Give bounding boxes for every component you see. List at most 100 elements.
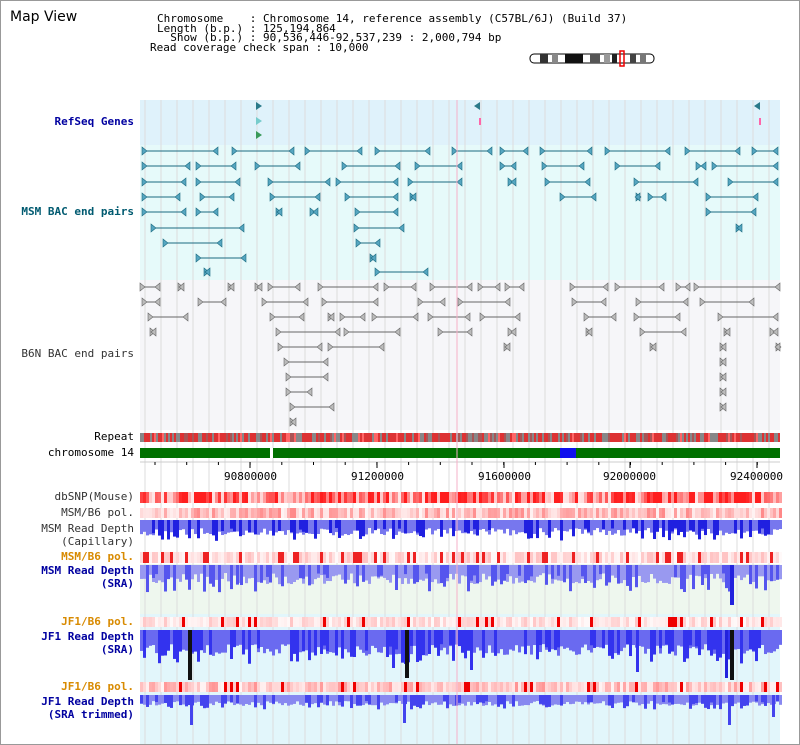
heat-cell xyxy=(428,492,431,503)
label-jf1-depth[interactable]: JF1 Read Depth xyxy=(41,630,134,643)
label-refseq[interactable]: RefSeq Genes xyxy=(54,115,134,128)
depth-bar xyxy=(614,565,617,578)
label-jf1-pol1[interactable]: JF1/B6 pol. xyxy=(61,615,134,628)
heat-cell xyxy=(749,682,752,692)
depth-bar xyxy=(668,565,671,584)
label-b6n-bac[interactable]: B6N BAC end pairs xyxy=(21,347,134,360)
bac-end-marker xyxy=(374,238,381,248)
depth-bar xyxy=(491,520,494,529)
label-msm-pol1[interactable]: MSM/B6 pol. xyxy=(61,506,134,519)
depth-bar xyxy=(308,630,311,661)
heat-cell xyxy=(212,617,215,627)
bac-end-marker xyxy=(457,297,464,307)
label-msm-pol2[interactable]: MSM/B6 pol. xyxy=(61,550,134,563)
depth-bar xyxy=(287,520,290,531)
depth-bar xyxy=(428,565,431,592)
heat-cell xyxy=(332,617,335,627)
heat-cell xyxy=(209,617,212,627)
heat-cell xyxy=(317,492,320,503)
depth-bar xyxy=(779,520,782,530)
repeat-block xyxy=(588,433,590,442)
depth-bar xyxy=(482,565,485,574)
depth-bar xyxy=(683,630,686,662)
heat-cell xyxy=(593,617,596,627)
depth-bar xyxy=(437,565,440,584)
label-msm-depth-cap[interactable]: MSM Read Depth xyxy=(41,522,134,535)
heat-cell xyxy=(215,492,218,503)
heat-cell xyxy=(257,508,260,518)
heat-cell xyxy=(218,617,221,627)
heat-cell xyxy=(203,617,206,627)
repeat-block xyxy=(706,433,708,442)
depth-bar xyxy=(695,695,698,704)
heat-cell xyxy=(356,492,359,503)
depth-bar xyxy=(257,630,260,649)
heat-cell xyxy=(656,617,659,627)
bac-end-marker xyxy=(724,327,731,337)
heat-cell xyxy=(374,552,377,563)
depth-bar xyxy=(521,630,524,647)
heat-cell xyxy=(650,492,653,503)
label-dbsnp[interactable]: dbSNP(Mouse) xyxy=(54,490,134,503)
heat-cell xyxy=(662,617,665,627)
depth-bar xyxy=(338,630,341,648)
coverage-span-info: Read coverage check span : 10,000 xyxy=(150,41,369,54)
heat-cell xyxy=(503,552,506,563)
repeat-block xyxy=(380,433,382,442)
depth-bar xyxy=(647,520,650,529)
heat-cell xyxy=(308,508,311,518)
depth-bar xyxy=(146,695,149,707)
depth-bar xyxy=(593,520,596,531)
repeat-block xyxy=(592,433,594,442)
repeat-block xyxy=(544,433,546,442)
heat-cell xyxy=(698,682,701,692)
heat-cell xyxy=(386,552,389,563)
heat-cell xyxy=(347,682,350,692)
heat-cell xyxy=(245,682,248,692)
heat-cell xyxy=(161,508,164,518)
heat-cell xyxy=(392,508,395,518)
label-jf1-pol2[interactable]: JF1/B6 pol. xyxy=(61,680,134,693)
depth-bar xyxy=(746,630,749,651)
heat-cell xyxy=(626,508,629,518)
depth-bar xyxy=(767,565,770,581)
heat-cell xyxy=(149,552,152,563)
heat-cell xyxy=(764,617,767,627)
heat-cell xyxy=(683,617,686,627)
heat-cell xyxy=(734,492,737,503)
depth-bar xyxy=(677,565,680,578)
heat-cell xyxy=(701,617,704,627)
heat-cell xyxy=(701,552,704,563)
heat-cell xyxy=(497,508,500,518)
heat-cell xyxy=(686,617,689,627)
heat-cell xyxy=(590,552,593,563)
heat-cell xyxy=(218,508,221,518)
depth-bar xyxy=(386,520,389,532)
depth-bar xyxy=(503,565,506,581)
depth-bar xyxy=(584,565,587,584)
label-msm-depth-sra[interactable]: MSM Read Depth xyxy=(41,564,134,577)
repeat-block xyxy=(364,433,366,442)
heat-cell xyxy=(728,492,731,503)
depth-bar xyxy=(392,520,395,539)
depth-bar xyxy=(161,695,164,704)
heat-cell xyxy=(611,492,614,503)
depth-bar xyxy=(620,520,623,536)
heat-cell xyxy=(494,508,497,518)
heat-cell xyxy=(569,682,572,692)
heat-cell xyxy=(308,492,311,503)
depth-bar xyxy=(143,695,146,705)
heat-cell xyxy=(524,682,527,692)
depth-bar xyxy=(695,520,698,535)
label-jf1-trim[interactable]: JF1 Read Depth xyxy=(41,695,134,708)
heat-cell xyxy=(410,508,413,518)
depth-bar xyxy=(314,520,317,539)
depth-bar xyxy=(269,520,272,531)
depth-bar xyxy=(665,630,668,645)
depth-bar xyxy=(326,630,329,652)
depth-bar xyxy=(374,565,377,577)
label-msm-bac[interactable]: MSM BAC end pairs xyxy=(21,205,134,218)
depth-bar xyxy=(686,695,689,703)
heat-cell xyxy=(386,492,389,503)
